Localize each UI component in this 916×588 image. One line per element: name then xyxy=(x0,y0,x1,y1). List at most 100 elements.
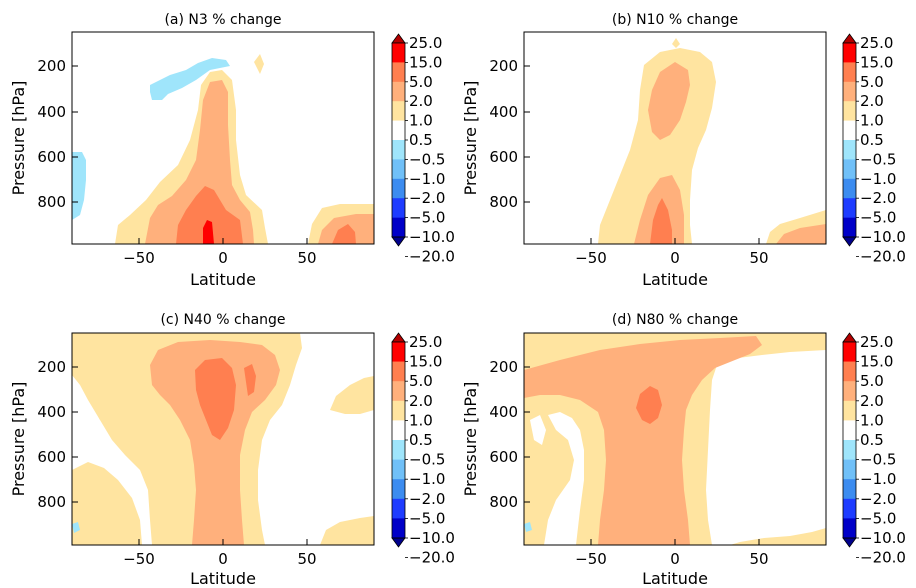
colorbar-extend-max xyxy=(842,33,857,44)
colorbar-segment xyxy=(843,459,856,480)
colorbar-label: −2.0 xyxy=(860,189,896,207)
colorbar-label: 0.5 xyxy=(409,431,433,449)
panel-b-ytick-200: 200 xyxy=(489,57,518,75)
colorbar-segment xyxy=(843,198,856,218)
panel-d: (d) N80 % change 200 400 600 800 −50 0 5… xyxy=(461,312,827,588)
colorbar-label: 1.0 xyxy=(860,112,884,130)
panel-c-region-small-a xyxy=(96,404,106,420)
colorbar-label: 1.0 xyxy=(860,411,884,429)
colorbar-label: 2.0 xyxy=(409,392,433,410)
colorbar-label: 0.5 xyxy=(860,431,884,449)
panel-c-region-neg xyxy=(72,522,80,533)
panel-b-contours xyxy=(524,32,826,244)
panel-d-ytick-800: 800 xyxy=(489,493,518,511)
colorbar-label: −1.0 xyxy=(409,170,445,188)
colorbar-label: −20.0 xyxy=(409,549,455,567)
colorbar-label: −10.0 xyxy=(409,529,455,547)
panel-d-xtick-50: 50 xyxy=(749,550,768,568)
panel-b-ytick-800: 800 xyxy=(489,193,518,211)
colorbar-label: 5.0 xyxy=(409,372,433,390)
panel-d-white-left xyxy=(544,412,584,545)
panel-b-ylabel: Pressure [hPa] xyxy=(461,81,480,196)
colorbar-segment xyxy=(392,361,405,382)
panel-b-region-2to5-upper xyxy=(648,62,690,140)
panel-d-contours xyxy=(524,333,826,545)
panel-c-ytick-800: 800 xyxy=(37,493,66,511)
panel-c-region-5to15-left xyxy=(195,358,236,440)
panel-c-ytick-400: 400 xyxy=(37,403,66,421)
panel-c-contours xyxy=(72,333,374,545)
colorbar-extend-max xyxy=(391,332,406,343)
colorbar-segment xyxy=(843,498,856,519)
colorbar-segment xyxy=(392,381,405,402)
colorbar-a: 25.015.0 5.02.0 1.00.5−0.5 −1.0−2.0 −5.0−10.… xyxy=(391,33,455,265)
panel-c-ytick-600: 600 xyxy=(37,448,66,466)
panel-a-xlabel: Latitude xyxy=(190,270,256,289)
colorbar-label: 5.0 xyxy=(860,372,884,390)
panel-a-ytick-600: 600 xyxy=(37,148,66,166)
colorbar-segment xyxy=(843,381,856,402)
panel-b-ytick-400: 400 xyxy=(489,103,518,121)
panel-d-region-5to15 xyxy=(636,386,662,424)
panel-a-ytick-400: 400 xyxy=(37,103,66,121)
colorbar-label: 25.0 xyxy=(860,333,893,351)
colorbar-label: −5.0 xyxy=(409,209,445,227)
panel-c-region-5to15-right xyxy=(244,364,256,396)
panel-d-ytick-600: 600 xyxy=(489,448,518,466)
colorbar-label: −20.0 xyxy=(860,247,906,265)
colorbar-label: 2.0 xyxy=(860,92,884,110)
panel-d-title: (d) N80 % change xyxy=(612,312,738,328)
colorbar-label: −20.0 xyxy=(860,549,906,567)
panel-b-region-2to5-north xyxy=(776,224,826,244)
colorbar-segment xyxy=(843,420,856,441)
colorbar-segment xyxy=(843,62,856,83)
panel-b-xtick-neg50: −50 xyxy=(575,249,607,267)
panel-a-ytick-800: 800 xyxy=(37,193,66,211)
colorbar-label: 2.0 xyxy=(409,92,433,110)
panel-d-region-2to5 xyxy=(524,336,762,545)
panel-c-title: (c) N40 % change xyxy=(160,312,285,328)
colorbar-segment xyxy=(392,140,405,160)
panel-b-xlabel: Latitude xyxy=(642,270,708,289)
panel-b-xtick-50: 50 xyxy=(749,249,768,267)
colorbar-label: −5.0 xyxy=(409,509,445,527)
panel-d-xtick-0: 0 xyxy=(670,550,680,568)
colorbar-segment xyxy=(392,400,405,421)
colorbar-label: 0.5 xyxy=(860,131,884,149)
colorbar-label: 5.0 xyxy=(409,73,433,91)
panel-d-xlabel: Latitude xyxy=(642,569,708,588)
panel-a-region-5to15-north xyxy=(332,224,356,244)
panel-d-ytick-200: 200 xyxy=(489,358,518,376)
panel-b-region-5to15 xyxy=(650,198,672,244)
colorbar-extend-min xyxy=(842,236,857,247)
panel-d-white-left2 xyxy=(530,415,546,445)
panel-b-ticks xyxy=(524,65,760,244)
colorbar-segment xyxy=(843,140,856,160)
colorbar-segment xyxy=(392,159,405,180)
panel-c-region-1to2-east xyxy=(330,376,374,414)
panel-c-ylabel: Pressure [hPa] xyxy=(9,382,28,497)
colorbar-segment xyxy=(843,101,856,121)
panel-d-xtick-neg50: −50 xyxy=(575,550,607,568)
colorbar-segment xyxy=(392,120,405,141)
colorbar-segment xyxy=(392,101,405,121)
colorbar-segment xyxy=(392,342,405,362)
panel-a-region-2to5 xyxy=(145,80,254,244)
panel-b-title: (b) N10 % change xyxy=(612,12,738,28)
colorbar-segment xyxy=(392,178,405,199)
panel-a-title: (a) N3 % change xyxy=(164,12,281,28)
colorbar-extend-max xyxy=(391,33,406,44)
panel-a-xtick-0: 0 xyxy=(218,249,228,267)
colorbar-segment xyxy=(843,479,856,500)
colorbar-label: 2.0 xyxy=(860,392,884,410)
colorbar-extend-min xyxy=(391,537,406,548)
colorbar-segment xyxy=(843,217,856,238)
colorbar-segment xyxy=(392,518,405,539)
colorbar-label: −10.0 xyxy=(409,228,455,246)
colorbar-label: 25.0 xyxy=(409,34,442,52)
panel-c: (c) N40 % change 200 400 600 800 −50 0 5… xyxy=(9,312,375,588)
colorbar-label: 15.0 xyxy=(860,353,893,371)
colorbar-label: 15.0 xyxy=(860,53,893,71)
colorbar-segment xyxy=(392,479,405,500)
